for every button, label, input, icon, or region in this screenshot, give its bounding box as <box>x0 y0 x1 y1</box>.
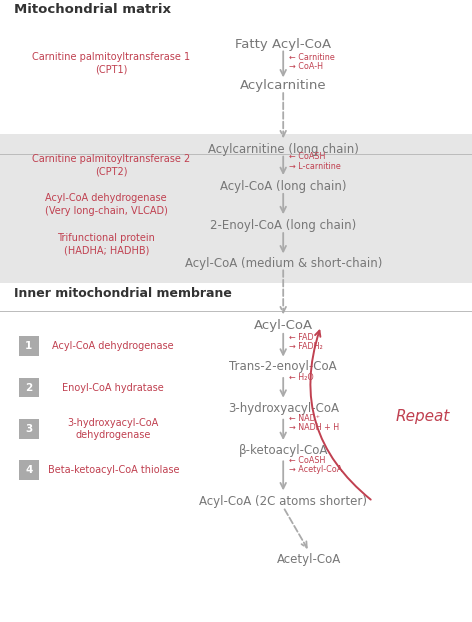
Text: Acyl-CoA: Acyl-CoA <box>253 320 313 332</box>
Text: ← CoASH: ← CoASH <box>289 456 326 465</box>
Text: Trans-2-enoyl-CoA: Trans-2-enoyl-CoA <box>229 361 337 373</box>
Text: Acyl-CoA (2C atoms shorter): Acyl-CoA (2C atoms shorter) <box>199 495 367 508</box>
Text: Carnitine palmitoyltransferase 1
(CPT1): Carnitine palmitoyltransferase 1 (CPT1) <box>32 52 190 75</box>
Text: Acyl-CoA (medium & short-chain): Acyl-CoA (medium & short-chain) <box>185 258 382 270</box>
Text: Acetyl-CoA: Acetyl-CoA <box>277 554 341 566</box>
FancyBboxPatch shape <box>19 460 39 480</box>
FancyBboxPatch shape <box>19 419 39 439</box>
Text: 3-hydroxyacyl-CoA: 3-hydroxyacyl-CoA <box>228 402 339 414</box>
Text: Enoyl-CoA hydratase: Enoyl-CoA hydratase <box>62 383 164 392</box>
Text: ← H₂O: ← H₂O <box>289 373 314 382</box>
Text: 3: 3 <box>25 424 33 434</box>
Text: → FADH₂: → FADH₂ <box>289 342 323 351</box>
Text: 3-hydroxyacyl-CoA
dehydrogenase: 3-hydroxyacyl-CoA dehydrogenase <box>67 418 159 440</box>
FancyArrowPatch shape <box>311 331 371 499</box>
Text: → Acetyl-CoA: → Acetyl-CoA <box>289 465 343 474</box>
Text: 2-Enoyl-CoA (long chain): 2-Enoyl-CoA (long chain) <box>210 219 356 231</box>
Text: → L-carnitine: → L-carnitine <box>289 162 341 170</box>
Text: β-ketoacyl-CoA: β-ketoacyl-CoA <box>238 444 328 457</box>
Text: → NADH + H: → NADH + H <box>289 424 339 432</box>
Text: → CoA-H: → CoA-H <box>289 62 323 71</box>
Text: Repeat: Repeat <box>395 409 450 424</box>
Text: Mitochondrial matrix: Mitochondrial matrix <box>14 3 171 16</box>
Text: 1: 1 <box>25 341 33 351</box>
Text: Acyl-CoA (long chain): Acyl-CoA (long chain) <box>220 180 346 193</box>
Text: ← FAD: ← FAD <box>289 333 314 341</box>
Text: Trifunctional protein
(HADHA; HADHB): Trifunctional protein (HADHA; HADHB) <box>57 233 155 255</box>
Text: Acylcarnitine (long chain): Acylcarnitine (long chain) <box>208 143 359 156</box>
Text: 4: 4 <box>25 465 33 475</box>
Text: Beta-ketoacyl-CoA thiolase: Beta-ketoacyl-CoA thiolase <box>48 465 179 475</box>
Text: Acyl-CoA dehydrogenase
(Very long-chain, VLCAD): Acyl-CoA dehydrogenase (Very long-chain,… <box>45 193 168 216</box>
FancyBboxPatch shape <box>19 378 39 397</box>
Text: 2: 2 <box>25 383 33 392</box>
Text: Inner mitochondrial membrane: Inner mitochondrial membrane <box>14 287 232 300</box>
FancyBboxPatch shape <box>19 336 39 356</box>
Text: ← NAD⁺: ← NAD⁺ <box>289 414 320 423</box>
Text: Acyl-CoA dehydrogenase: Acyl-CoA dehydrogenase <box>52 341 174 351</box>
Text: ← CoASH: ← CoASH <box>289 152 326 161</box>
Text: Fatty Acyl-CoA: Fatty Acyl-CoA <box>235 39 331 51</box>
Bar <box>0 134 472 283</box>
Text: Acylcarnitine: Acylcarnitine <box>240 80 327 92</box>
Text: ← Carnitine: ← Carnitine <box>289 53 335 62</box>
Text: Carnitine palmitoyltransferase 2
(CPT2): Carnitine palmitoyltransferase 2 (CPT2) <box>32 154 190 176</box>
